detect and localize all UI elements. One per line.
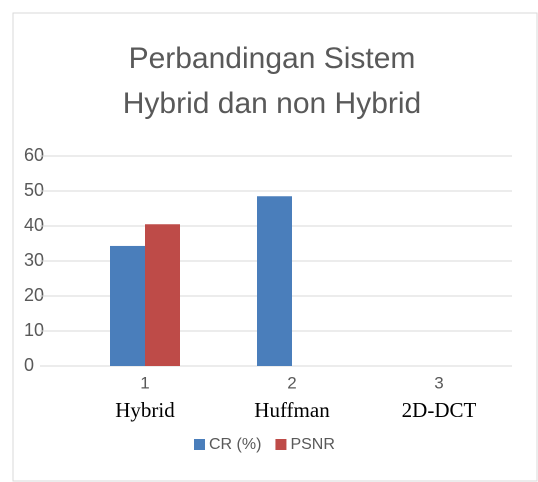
x-category-name: 2D-DCT: [402, 398, 477, 422]
y-tick-label: 10: [24, 320, 44, 340]
chart-border: [12, 12, 538, 482]
chart-title: Perbandingan Sistem: [129, 42, 416, 75]
y-tick-label: 50: [24, 180, 44, 200]
legend-label: CR (%): [209, 436, 261, 453]
y-tick-label: 60: [24, 145, 44, 165]
x-tick-label: 3: [434, 373, 443, 392]
bar: [110, 245, 145, 366]
y-tick-label: 20: [24, 285, 44, 305]
bar: [145, 224, 180, 366]
y-tick-label: 40: [24, 215, 44, 235]
x-tick-label: 2: [287, 373, 296, 392]
legend-swatch: [275, 439, 287, 450]
x-category-name: Hybrid: [115, 398, 175, 422]
y-tick-label: 30: [24, 250, 44, 270]
chart-title: Hybrid dan non Hybrid: [123, 87, 422, 120]
x-category-name: Huffman: [254, 398, 330, 422]
bar: [257, 196, 292, 366]
y-tick-label: 0: [24, 355, 34, 375]
legend-label: PSNR: [290, 436, 334, 453]
x-tick-label: 1: [140, 373, 149, 392]
legend-swatch: [194, 439, 205, 450]
